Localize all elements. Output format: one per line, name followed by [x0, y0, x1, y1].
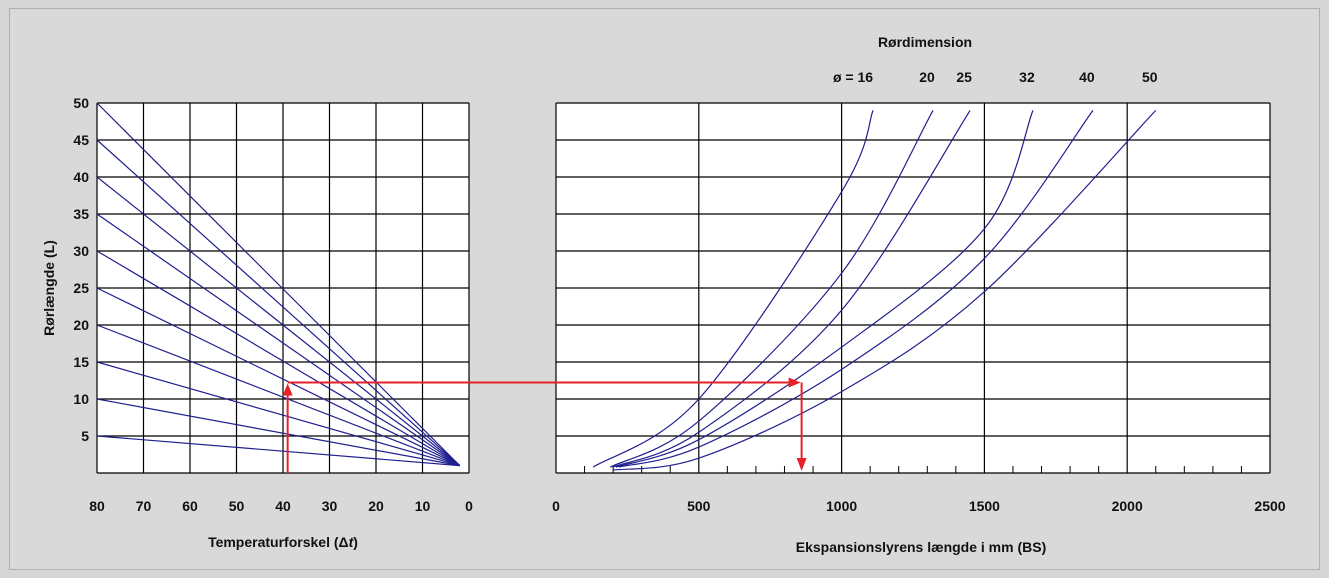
left-x-tick-label: 70	[136, 498, 152, 514]
left-x-tick-label: 20	[368, 498, 384, 514]
left-x-axis-label-close: )	[353, 534, 358, 550]
right-x-tick-label: 2500	[1254, 498, 1285, 514]
right-x-tick-label: 1500	[969, 498, 1000, 514]
series-label: 20	[919, 69, 935, 85]
delta-symbol: Δ	[339, 534, 349, 550]
series-label: 32	[1019, 69, 1035, 85]
left-y-tick-label: 5	[81, 428, 89, 444]
series-label: 50	[1142, 69, 1158, 85]
left-x-tick-label: 30	[322, 498, 338, 514]
left-x-axis-label-main: Temperaturforskel (	[208, 534, 339, 550]
left-y-tick-label: 20	[73, 317, 89, 333]
left-y-tick-label: 10	[73, 391, 89, 407]
left-x-tick-label: 0	[465, 498, 473, 514]
right-x-tick-label: 2000	[1112, 498, 1143, 514]
series-label: 40	[1079, 69, 1095, 85]
left-x-tick-label: 80	[89, 498, 105, 514]
left-y-tick-label: 30	[73, 243, 89, 259]
left-y-tick-label: 25	[73, 280, 89, 296]
right-tick-labels: 0 500 1000 1500 2000 2500	[552, 498, 1286, 514]
left-x-tick-label: 10	[415, 498, 431, 514]
left-y-tick-label: 50	[73, 95, 89, 111]
right-x-tick-label: 0	[552, 498, 560, 514]
left-y-tick-label: 35	[73, 206, 89, 222]
left-x-tick-label: 50	[229, 498, 245, 514]
right-x-tick-label: 500	[687, 498, 711, 514]
series-label: ø = 16	[833, 69, 873, 85]
right-x-tick-label: 1000	[826, 498, 857, 514]
left-y-tick-label: 15	[73, 354, 89, 370]
right-chart-title: Rørdimension	[878, 34, 972, 50]
left-y-axis-label: Rørlængde (L)	[41, 240, 57, 336]
right-x-axis-label: Ekspansionslyrens længde i mm (BS)	[796, 539, 1047, 555]
series-label: 25	[956, 69, 972, 85]
series-labels: ø = 16 20 25 32 40 50	[833, 69, 1158, 85]
left-x-tick-label: 60	[182, 498, 198, 514]
left-x-tick-label: 40	[275, 498, 291, 514]
left-x-axis-label: Temperaturforskel (Δt)	[208, 534, 358, 550]
left-y-tick-label: 40	[73, 169, 89, 185]
left-y-tick-label: 45	[73, 132, 89, 148]
